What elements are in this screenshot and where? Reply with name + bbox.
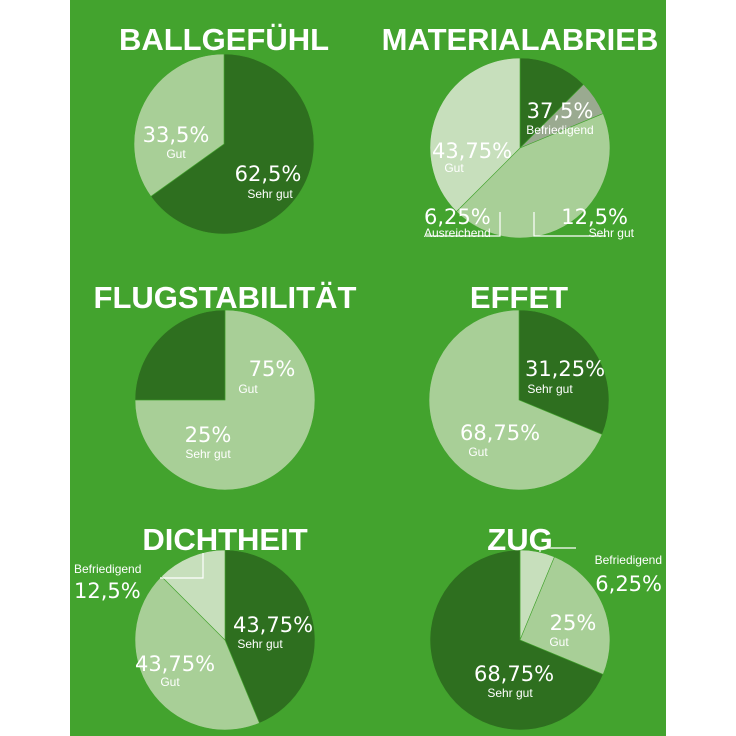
pie-chart-flugstabilitaet: FLUGSTABILITÄT 75%Gut 25%Sehr gut bbox=[94, 280, 357, 491]
category-label-materialabrieb-gut: Gut bbox=[444, 161, 464, 175]
category-label-materialabrieb-befriedigend: Befriedigend bbox=[526, 123, 593, 137]
data-label-ballgefuehl-sehr-gut: 62,5% bbox=[235, 162, 302, 186]
leader-line-zug-0 bbox=[539, 547, 576, 552]
pie-slice-materialabrieb-befriedigend bbox=[429, 57, 521, 213]
data-label-flugstabilitaet-gut: 75% bbox=[249, 357, 296, 381]
category-label-flugstabilitaet-gut: Gut bbox=[238, 382, 258, 396]
pie-slice-dichtheit-gut bbox=[134, 575, 260, 731]
chart-title-effet: EFFET bbox=[470, 280, 568, 315]
pie-slice-zug-gut bbox=[519, 556, 611, 675]
category-label-zug-gut: Gut bbox=[549, 635, 569, 649]
pie-slice-ballgefuehl-gut bbox=[133, 53, 225, 197]
data-label-dichtheit-befriedigend: 12,5% bbox=[74, 579, 141, 603]
pie-slice-zug-sehr-gut bbox=[429, 549, 604, 731]
data-label-zug-sehr-gut: 68,75% bbox=[474, 662, 554, 686]
data-label-materialabrieb-sehr-gut: 12,5% bbox=[561, 205, 628, 229]
pie-chart-materialabrieb: MATERIALABRIEB 12,5%Sehr gut 6,25%Ausreich… bbox=[382, 22, 659, 240]
data-label-dichtheit-sehr-gut: 43,75% bbox=[233, 613, 313, 637]
data-label-dichtheit-gut: 43,75% bbox=[135, 652, 215, 676]
data-label-zug-gut: 25% bbox=[550, 611, 597, 635]
pie-chart-ballgefuehl: BALLGEFÜHL 62,5%Sehr gut 33,5%Gut bbox=[119, 22, 329, 235]
category-label-ballgefuehl-gut: Gut bbox=[166, 147, 186, 161]
chart-title-materialabrieb: MATERIALABRIEB bbox=[382, 22, 659, 57]
data-label-effet-gut: 68,75% bbox=[460, 421, 540, 445]
chart-title-flugstabilitaet: FLUGSTABILITÄT bbox=[94, 280, 357, 315]
leader-line-materialabrieb-1 bbox=[426, 212, 501, 237]
pie-chart-zug: ZUG 6,25% Befriedigend 25%Gut 68,75%Sehr gut bbox=[429, 522, 662, 731]
pie-slice-materialabrieb-gut bbox=[455, 113, 611, 239]
category-label-dichtheit-sehr-gut: Sehr gut bbox=[237, 637, 283, 651]
category-label-effet-gut: Gut bbox=[468, 445, 488, 459]
pie-slice-dichtheit-befriedigend bbox=[160, 549, 226, 641]
category-label-ballgefuehl-sehr-gut: Sehr gut bbox=[247, 187, 293, 201]
data-label-flugstabilitaet-sehr-gut: 25% bbox=[185, 423, 232, 447]
chart-title-zug: ZUG bbox=[487, 522, 552, 557]
chart-title-dichtheit: DICHTHEIT bbox=[142, 522, 307, 557]
category-label-flugstabilitaet-sehr-gut: Sehr gut bbox=[185, 447, 231, 461]
chart-title-ballgefuehl: BALLGEFÜHL bbox=[119, 22, 329, 57]
category-label-materialabrieb-ausreichend: Ausreichend bbox=[424, 226, 491, 240]
category-label-zug-befriedigend: Befriedigend bbox=[595, 553, 662, 567]
category-label-zug-sehr-gut: Sehr gut bbox=[487, 686, 533, 700]
pie-chart-effet: EFFET 31,25%Sehr gut 68,75%Gut bbox=[428, 280, 610, 491]
data-label-ballgefuehl-gut: 33,5% bbox=[143, 123, 210, 147]
pie-slice-ballgefuehl-sehr-gut bbox=[150, 53, 315, 235]
pie-slice-materialabrieb-sehr-gut bbox=[519, 57, 585, 149]
data-label-zug-befriedigend: 6,25% bbox=[595, 572, 662, 596]
data-label-materialabrieb-befriedigend: 37,5% bbox=[527, 99, 594, 123]
data-label-materialabrieb-gut: 43,75% bbox=[432, 139, 512, 163]
category-label-effet-sehr-gut: Sehr gut bbox=[527, 382, 573, 396]
category-label-dichtheit-gut: Gut bbox=[160, 675, 180, 689]
leader-line-dichtheit-0 bbox=[160, 553, 204, 579]
pie-slice-effet-sehr-gut bbox=[518, 309, 610, 435]
pie-slice-dichtheit-sehr-gut bbox=[224, 549, 316, 724]
leader-line-materialabrieb-0 bbox=[533, 212, 606, 237]
data-label-materialabrieb-ausreichend: 6,25% bbox=[424, 205, 491, 229]
data-label-effet-sehr-gut: 31,25% bbox=[525, 357, 605, 381]
pie-slice-effet-gut bbox=[428, 309, 603, 491]
category-label-dichtheit-befriedigend: Befriedigend bbox=[74, 562, 141, 576]
pie-slice-flugstabilitaet-sehr-gut bbox=[134, 309, 226, 401]
category-label-materialabrieb-sehr-gut: Sehr gut bbox=[589, 226, 635, 240]
